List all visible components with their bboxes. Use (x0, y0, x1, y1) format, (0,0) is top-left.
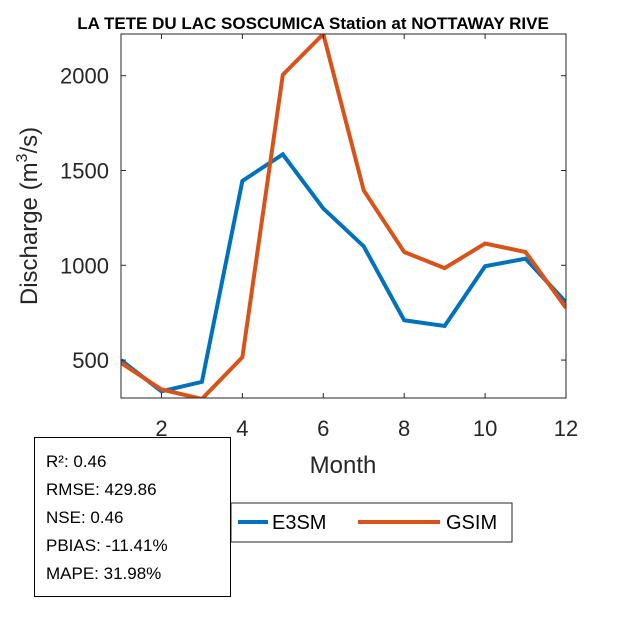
stat-nse: NSE: 0.46 (46, 508, 124, 527)
legend: E3SM GSIM (230, 502, 513, 543)
stat-mape: MAPE: 31.98% (46, 564, 162, 583)
y-axis-label: Discharge (m3/s) (14, 127, 43, 305)
x-tick-label: 4 (236, 416, 248, 441)
legend-label-e3sm: E3SM (272, 512, 326, 534)
stat-r2: R²: 0.46 (46, 452, 107, 471)
y-axis: 500 1000 1500 2000 (60, 64, 566, 373)
y-tick-label: 2000 (60, 64, 109, 89)
x-tick-label: 10 (473, 416, 497, 441)
stats-box: R²: 0.46 RMSE: 429.86 NSE: 0.46 PBIAS: -… (34, 437, 231, 597)
y-axis-label-superscript: 3 (14, 153, 31, 162)
y-axis-label-suffix: /s) (16, 127, 43, 154)
stat-rmse: RMSE: 429.86 (46, 480, 157, 499)
x-axis: 2 4 6 8 10 12 (155, 34, 578, 441)
x-axis-label: Month (310, 452, 377, 479)
series-line-e3sm (121, 151, 566, 394)
stat-pbias: PBIAS: -11.41% (46, 536, 168, 555)
y-tick-label: 1000 (60, 253, 109, 278)
y-axis-label-main: Discharge (m (16, 162, 43, 305)
axes-frame (120, 33, 567, 399)
y-tick-label: 1500 (60, 159, 109, 184)
x-tick-label: 2 (155, 416, 167, 441)
y-tick-label: 500 (72, 348, 109, 373)
x-tick-label: 6 (317, 416, 329, 441)
legend-label-gsim: GSIM (446, 512, 497, 534)
series-line-gsim (121, 34, 566, 398)
x-tick-label: 8 (398, 416, 410, 441)
x-tick-label: 12 (554, 416, 578, 441)
chart-title: LA TETE DU LAC SOSCUMICA Station at NOTT… (77, 14, 549, 33)
